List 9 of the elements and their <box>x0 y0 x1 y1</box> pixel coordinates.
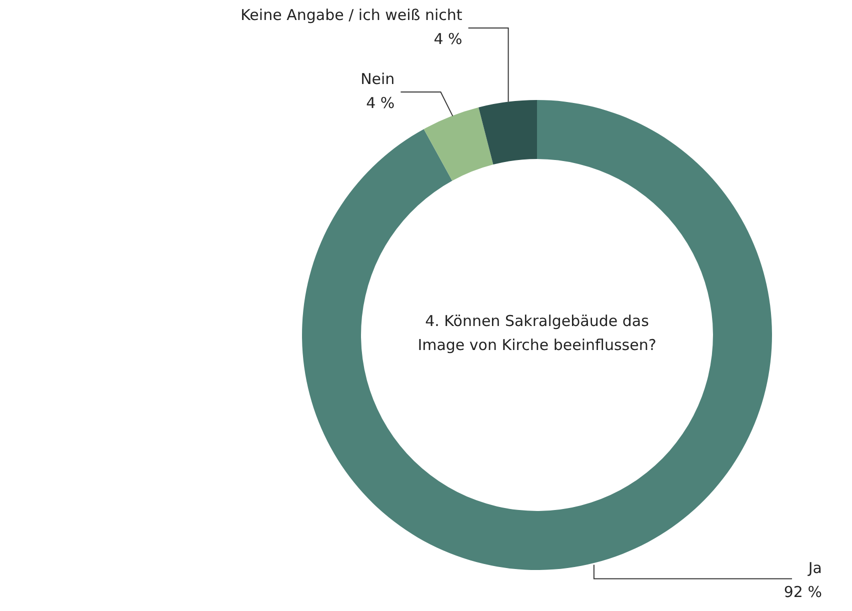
donut-slice <box>478 100 537 165</box>
slice-label: Ja <box>807 558 822 577</box>
donut-slice <box>424 107 494 181</box>
data-label: 92 % <box>784 582 822 601</box>
slice-label: Nein <box>360 70 395 88</box>
text: 4. Können Sakralgebäude das Image von Kirche beeinflussen? <box>418 312 656 354</box>
data-label: 4 % <box>434 30 462 48</box>
data-label: 4 % <box>366 94 395 112</box>
slice-label: Keine Angabe / ich weiß nicht <box>240 6 462 24</box>
